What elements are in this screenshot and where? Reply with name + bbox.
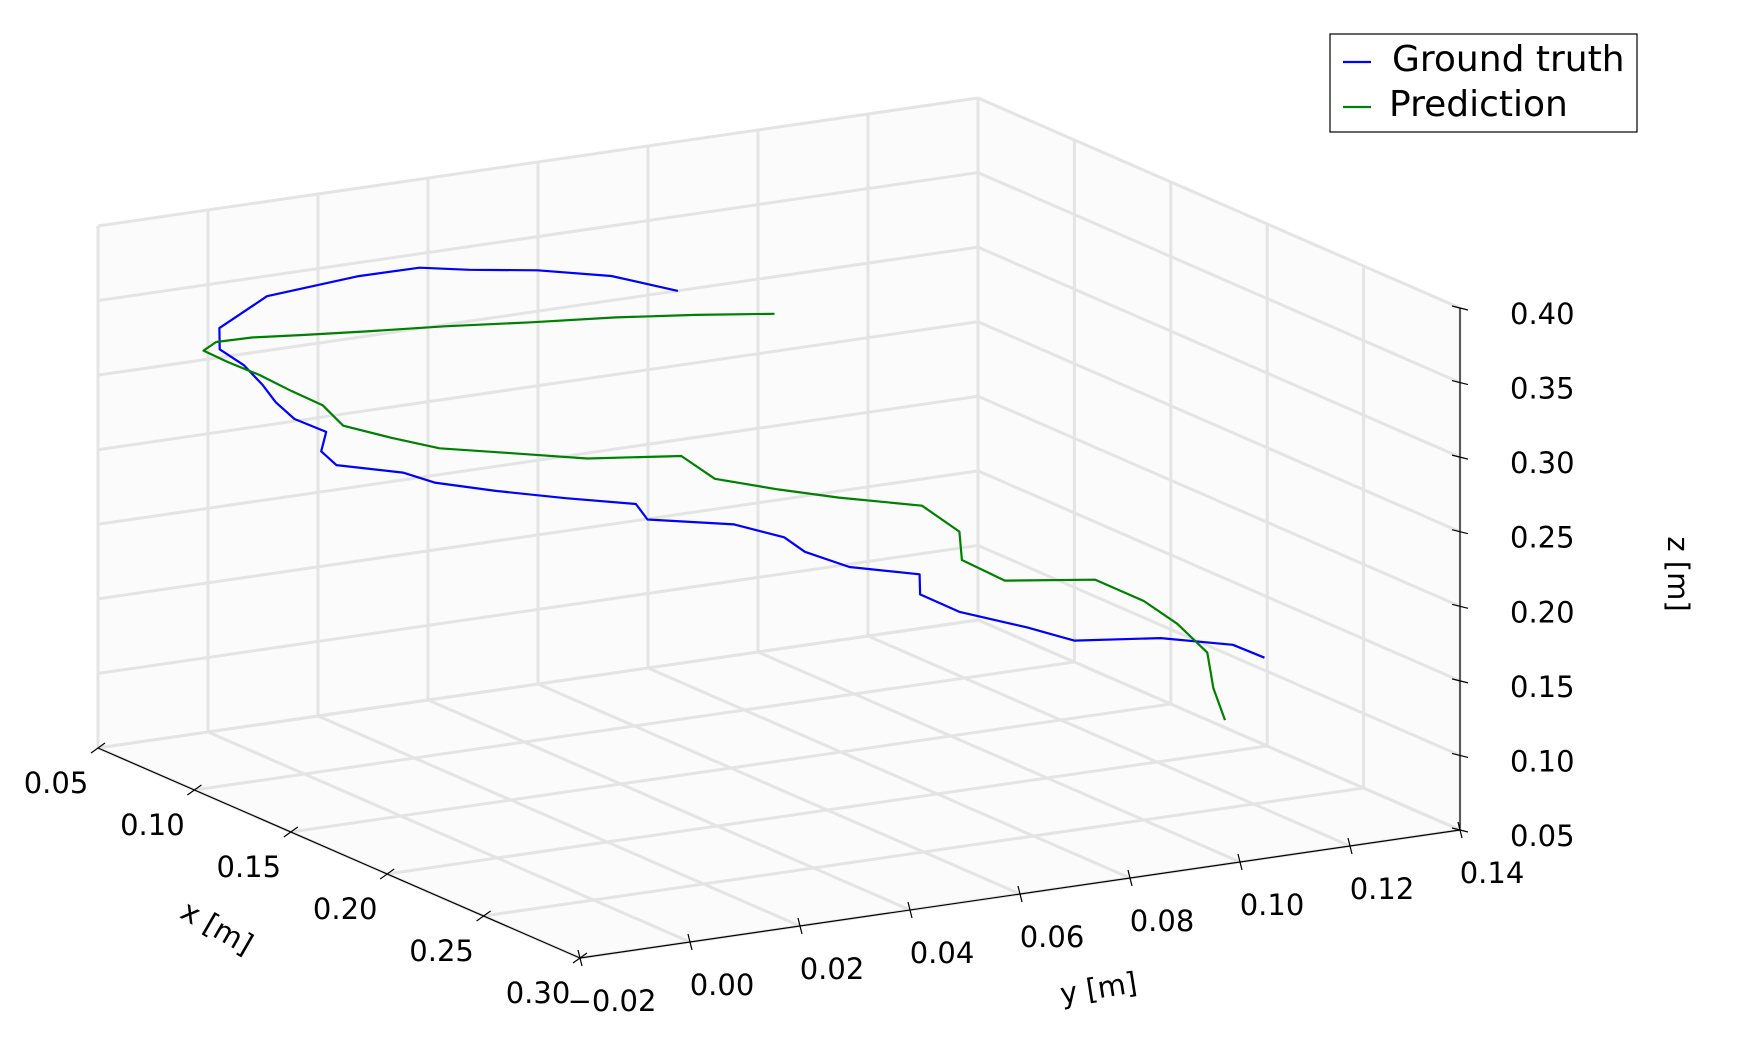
tick-marks [90,305,1469,967]
x-tick-label: 0.15 [217,850,282,884]
x-axis-line [97,747,581,959]
z-tick-label: 0.15 [1510,670,1575,704]
z-tick-label: 0.25 [1510,521,1575,555]
series-line-prediction [202,312,1227,721]
series-line-ground-truth [218,266,1265,659]
right-wall-grid-line-z [977,469,1461,683]
z-tick-label: 0.40 [1510,297,1575,331]
y-tick-label: 0.06 [1020,920,1085,954]
legend-label-prediction: Prediction [1389,84,1568,125]
z-tick-mark [1451,678,1469,684]
y-tick-label: 0.14 [1460,856,1525,890]
floor-grid-line-y [867,634,1351,848]
x-tick-mark [379,868,395,880]
left-wall-grid-line-z [97,320,979,452]
legend: Ground truth Prediction [1329,33,1638,133]
y-tick-mark [797,917,803,935]
left-wall-grid-line-z [97,394,979,526]
x-tick-label: 0.30 [506,976,571,1010]
legend-frame [1329,33,1638,133]
x-tick-label: 0.25 [409,934,474,968]
z-tick-mark [1451,603,1469,609]
z-tick-label: 0.05 [1510,819,1575,853]
y-tick-label: 0.08 [1130,904,1195,938]
y-tick-mark [1347,837,1353,855]
x-axis-label: x [m] [175,893,259,961]
x-tick-mark [283,826,299,838]
x-tick-label: 0.05 [24,766,89,800]
floor-grid-line-y [427,698,911,912]
legend-label-ground-truth: Ground truth [1392,39,1625,80]
right-wall-grid-line-z [977,96,1461,310]
floor-grid-line-y [757,650,1241,864]
y-tick-mark [1017,885,1023,903]
x-tick-mark [90,742,106,754]
z-tick-mark [1451,379,1469,386]
floor-grid-line-y [317,714,801,928]
z-tick-label: 0.10 [1510,744,1575,778]
z-tick-label: 0.35 [1510,372,1575,406]
x-tick-label: 0.10 [120,808,185,842]
y-tick-mark [1237,853,1243,871]
y-tick-label: 0.02 [800,952,865,986]
y-tick-label: 0.10 [1240,888,1305,922]
right-wall-grid-line-z [977,245,1461,459]
z-tick-mark [1451,529,1469,535]
floor-grid-line-y [207,730,691,944]
y-tick-label: −0.02 [568,984,657,1018]
floor-grid-line-y [537,682,1021,896]
back-pane-right [978,98,1460,830]
left-wall-grid-line-z [97,171,979,303]
y-tick-mark [907,901,913,919]
right-wall-grid-line-z [977,171,1461,384]
y-tick-mark [577,949,583,967]
x-tick-label: 0.20 [313,892,378,926]
tick-labels: 0.050.100.150.200.250.30−0.02 0.00 0.02 0.0… [24,297,1575,1018]
y-tick-mark [687,933,693,951]
left-wall-grid-line-z [97,618,979,750]
z-tick-mark [1451,752,1469,759]
left-wall-grid-line-z [97,543,979,675]
z-tick-label: 0.20 [1510,595,1575,629]
floor-grid-line-y [647,666,1131,880]
right-wall-grid-line-z [977,320,1461,534]
y-tick-label: 0.04 [910,936,975,970]
left-wall-grid-line-z [97,469,979,601]
y-tick-mark [1127,869,1133,887]
y-tick-label: 0.12 [1350,872,1415,906]
right-wall-grid-line-z [977,394,1461,608]
y-axis-label: y [m] [1058,965,1140,1011]
z-tick-mark [1451,827,1469,833]
series-lines [202,266,1265,721]
z-tick-label: 0.30 [1510,446,1575,480]
left-wall-grid-line-z [97,96,979,228]
x-tick-mark [187,784,202,796]
y-tick-label: 0.00 [690,968,755,1002]
left-wall-grid-line-z [97,245,979,377]
right-wall-grid-line-z [977,618,1461,832]
z-axis-label: z [m] [1661,536,1695,611]
x-tick-mark [476,910,491,922]
z-tick-mark [1451,305,1469,311]
z-tick-mark [1451,454,1469,460]
